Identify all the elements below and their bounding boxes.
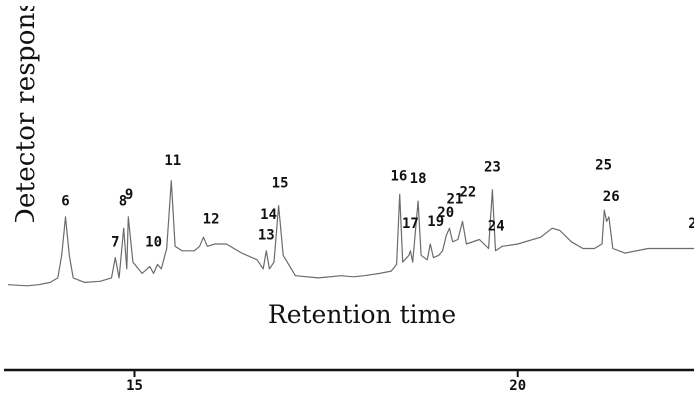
peak-label-2: 2 <box>688 216 694 232</box>
peak-label-14: 14 <box>260 207 277 223</box>
peak-label-23: 23 <box>484 160 501 176</box>
y-axis-label: Detector respons <box>11 6 42 222</box>
peak-label-18: 18 <box>410 171 427 187</box>
peak-label-15: 15 <box>272 176 289 192</box>
peak-label-24: 24 <box>488 219 505 235</box>
peak-label-26: 26 <box>603 189 620 205</box>
peak-label-6: 6 <box>61 194 69 210</box>
peak-label-11: 11 <box>164 153 181 169</box>
peak-label-25: 25 <box>595 157 612 173</box>
peak-label-9: 9 <box>125 187 133 203</box>
x-axis-label: Retention time <box>267 300 457 329</box>
x-tick-label-15: 15 <box>126 378 143 394</box>
peak-label-20: 20 <box>437 205 454 221</box>
peak-label-7: 7 <box>111 234 119 250</box>
peak-label-10: 10 <box>145 234 162 250</box>
peak-label-19: 19 <box>427 214 444 230</box>
peak-label-22: 22 <box>459 185 476 201</box>
peak-label-13: 13 <box>258 228 275 244</box>
peak-label-8: 8 <box>119 194 127 210</box>
x-tick-label-20: 20 <box>509 378 526 394</box>
peak-label-21: 21 <box>446 191 463 207</box>
chromatogram-trace <box>7 180 694 287</box>
peak-label-17: 17 <box>402 216 419 232</box>
y-axis-label-container: Detector respons <box>6 6 46 222</box>
peak-label-12: 12 <box>203 212 220 228</box>
peak-label-16: 16 <box>390 169 407 185</box>
